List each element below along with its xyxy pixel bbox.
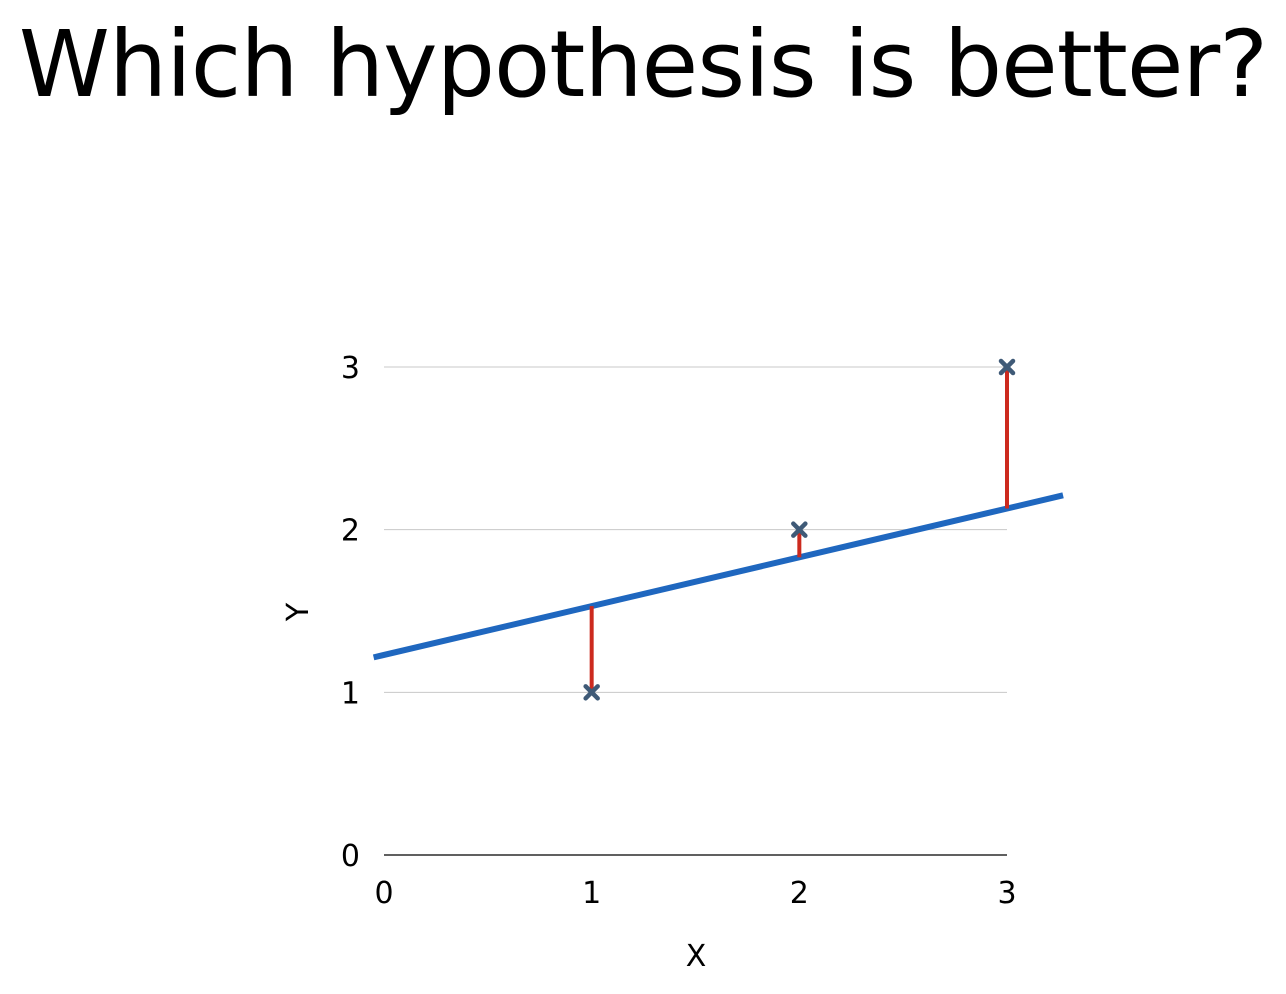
fit-line-layer [372, 492, 1064, 661]
x-tick-label: 1 [582, 876, 601, 911]
y-tick-label: 3 [341, 351, 360, 386]
data-point-stroke [583, 684, 600, 701]
data-point-stroke [791, 521, 808, 538]
y-tick-label: 0 [341, 839, 360, 874]
fit-line [372, 492, 1064, 661]
x-tick-label: 0 [374, 876, 393, 911]
x-tick-label: 3 [997, 876, 1016, 911]
y-axis-title: Y [281, 602, 316, 622]
gridlines [384, 366, 1007, 693]
axis-labels: 0 1 2 3 0 1 2 3 X Y [281, 351, 1017, 974]
data-point [791, 521, 808, 538]
slide-title: Which hypothesis is better? [18, 11, 1268, 118]
data-point [998, 358, 1016, 376]
data-points [583, 358, 1016, 701]
x-axis-title: X [686, 939, 707, 974]
x-tick-label: 2 [790, 876, 809, 911]
data-point-stroke [998, 358, 1016, 376]
data-point [583, 684, 600, 701]
y-tick-label: 1 [341, 676, 360, 711]
residual-layer [589, 367, 1009, 693]
y-tick-label: 2 [341, 514, 360, 549]
